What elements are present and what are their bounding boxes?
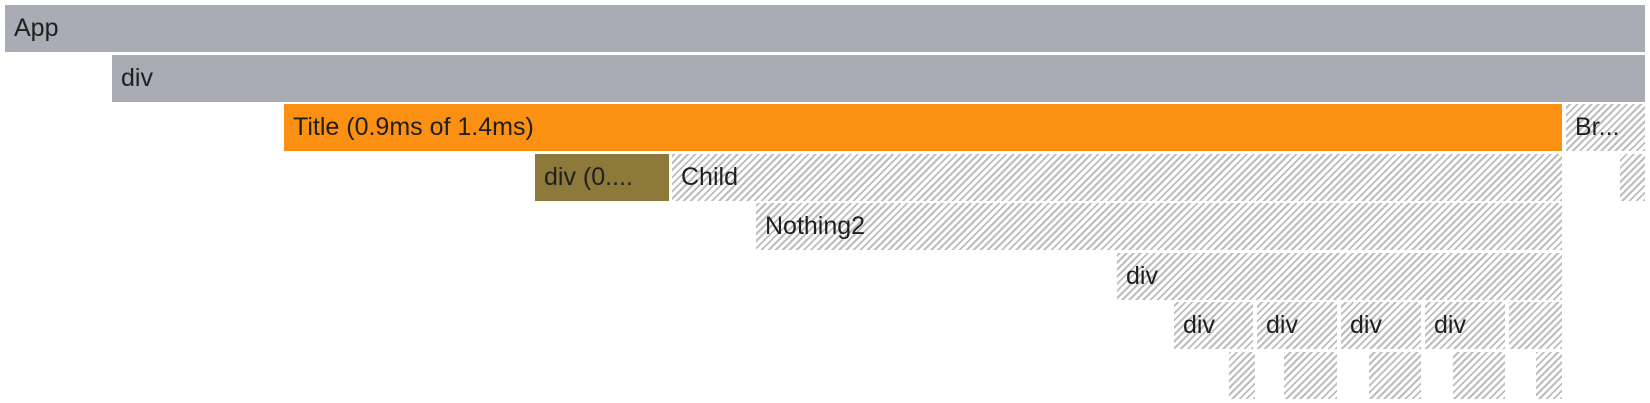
flame-bar-div-4e[interactable]	[1509, 302, 1562, 349]
flame-bar-div-4d[interactable]: div	[1425, 302, 1505, 349]
flame-bar-div-3[interactable]: div	[1117, 253, 1562, 300]
flame-bar-leaf-a[interactable]	[1229, 352, 1255, 399]
flame-bar-app[interactable]: App	[5, 5, 1645, 52]
flame-bar-div-1[interactable]: div	[112, 55, 1645, 102]
flame-bar-leaf-b[interactable]	[1284, 352, 1337, 399]
flame-bar-child[interactable]: Child	[672, 154, 1562, 201]
flame-bar-div-4c[interactable]: div	[1341, 302, 1421, 349]
flame-bar-br[interactable]: Br...	[1566, 104, 1645, 151]
flame-bar-leaf-d[interactable]	[1453, 352, 1505, 399]
flame-bar-div-4b[interactable]: div	[1257, 302, 1337, 349]
flame-bar-leaf-e[interactable]	[1536, 352, 1562, 399]
flame-bar-nothing2[interactable]: Nothing2	[756, 203, 1562, 250]
flame-bar-br-sub[interactable]	[1620, 154, 1645, 201]
flame-bar-title[interactable]: Title (0.9ms of 1.4ms)	[284, 104, 1562, 151]
flame-bar-leaf-c[interactable]	[1369, 352, 1421, 399]
flame-bar-div-2[interactable]: div (0....	[535, 154, 669, 201]
flame-bar-div-4a[interactable]: div	[1174, 302, 1253, 349]
